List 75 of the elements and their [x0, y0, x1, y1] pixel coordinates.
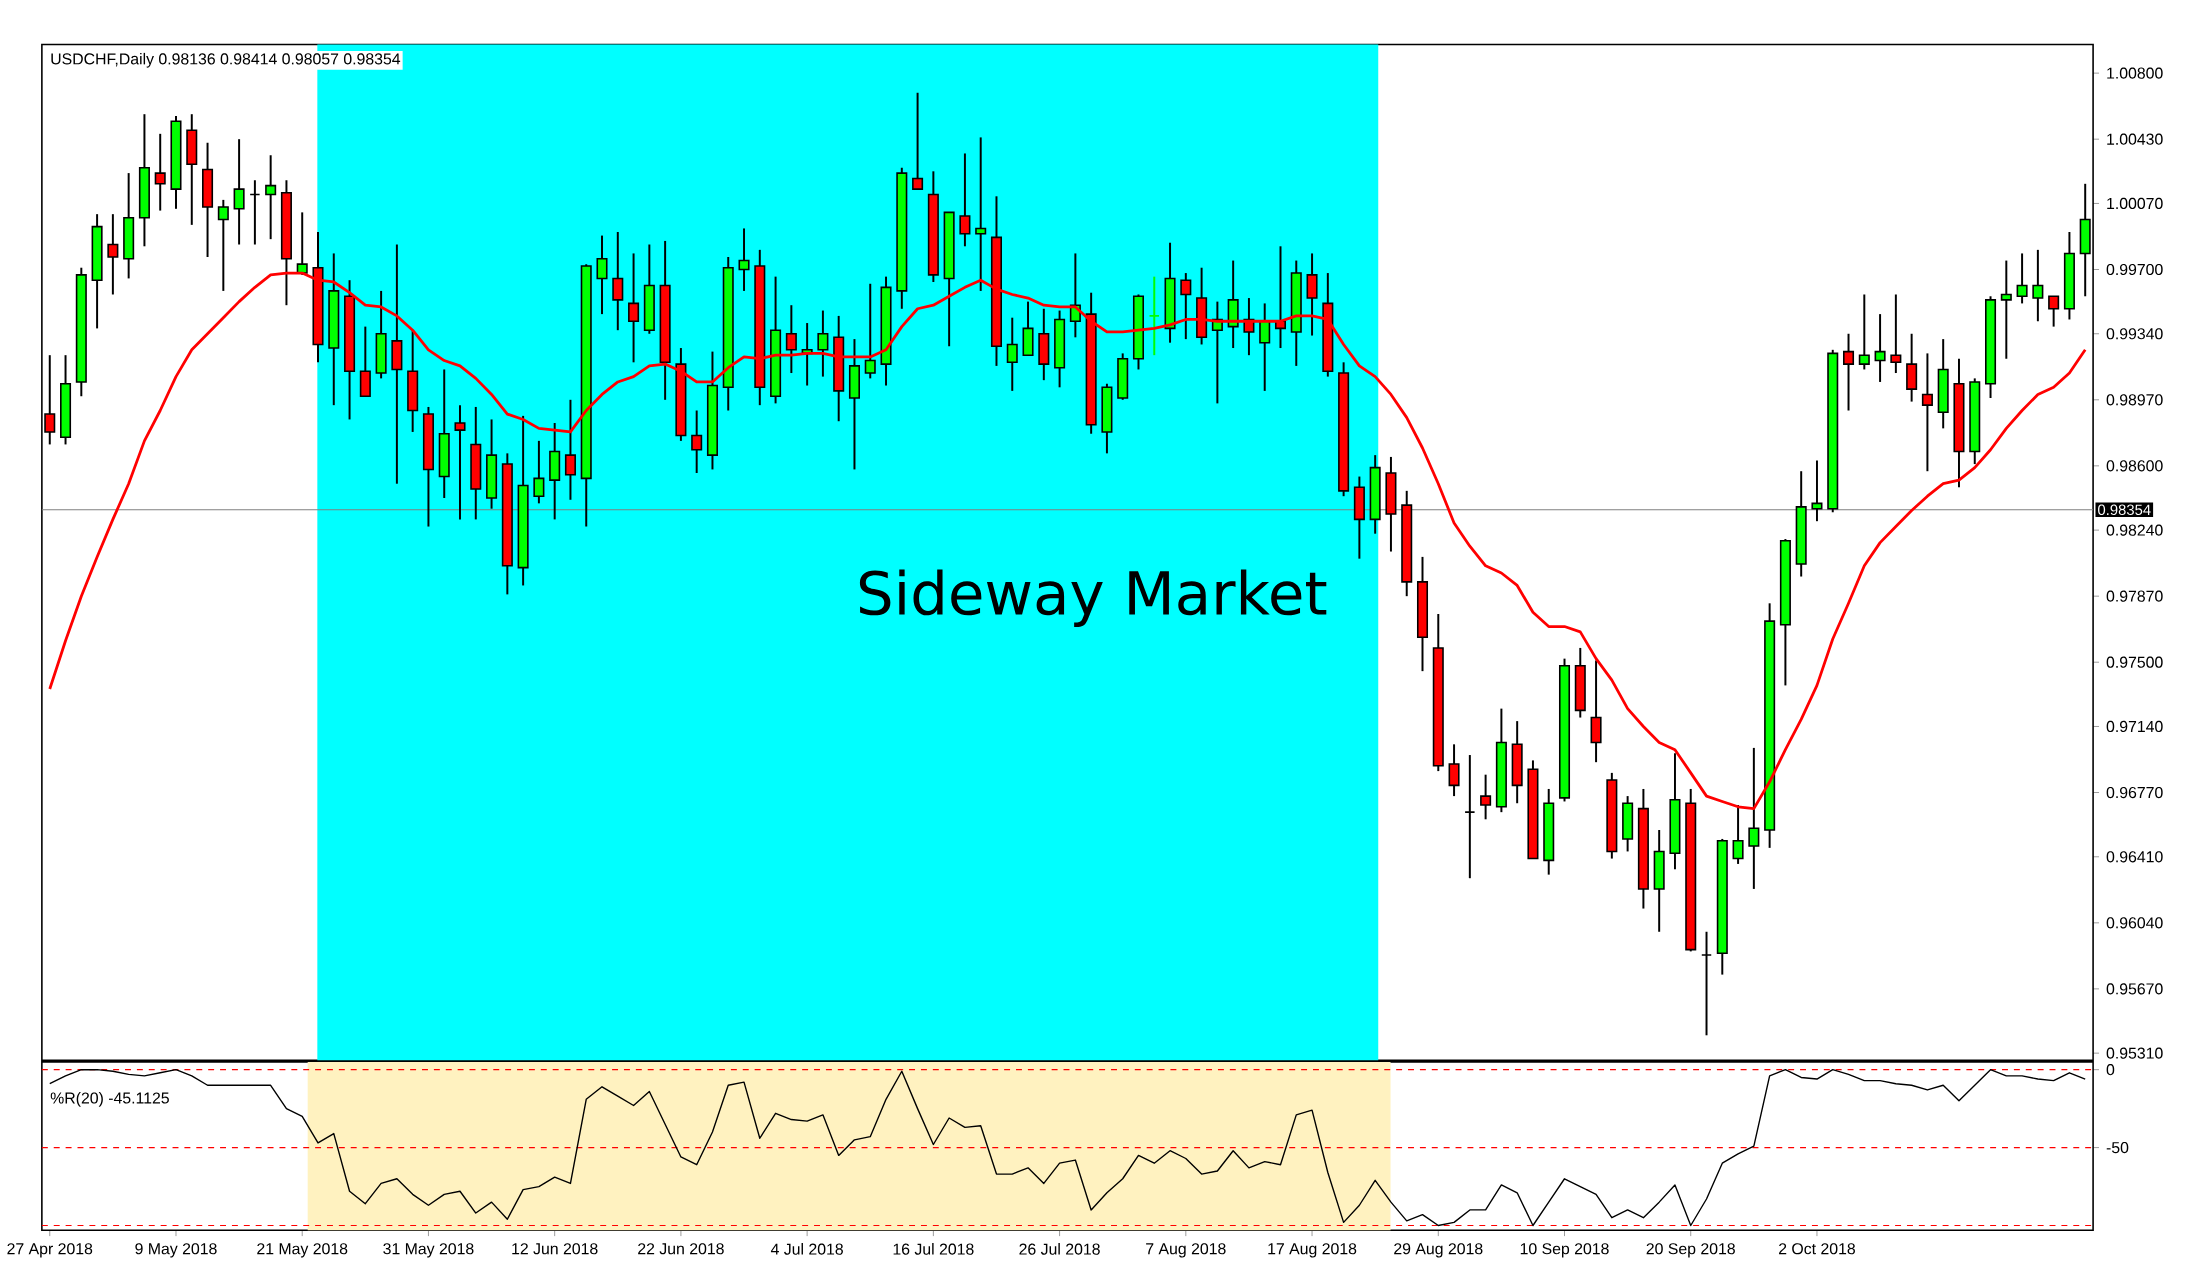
candlestick	[2032, 248, 2044, 323]
x-tick-label: 20 Sep 2018	[1646, 1243, 1735, 1258]
x-tick-label: 21 May 2018	[257, 1243, 348, 1258]
y-tick-label: 0.96410	[2106, 851, 2163, 863]
x-tick-label: 17 Aug 2018	[1268, 1243, 1357, 1258]
x-tick-label: 4 Jul 2018	[770, 1243, 843, 1255]
ref-line-label: 0.98354	[2098, 504, 2151, 515]
candlestick	[454, 404, 466, 521]
candlestick	[2000, 259, 2012, 360]
x-tick-label: 31 May 2018	[383, 1243, 474, 1258]
candlestick	[1006, 316, 1018, 392]
candlestick	[864, 282, 876, 380]
annotation: Sideway Market	[859, 569, 1327, 627]
candlestick	[612, 230, 624, 332]
candlestick	[975, 136, 987, 292]
candlestick	[1448, 743, 1460, 798]
y-tick-label: 0.98600	[2106, 460, 2163, 472]
candlestick	[107, 213, 119, 296]
y-tick-label: 0.96770	[2106, 786, 2163, 799]
candlestick	[44, 354, 56, 446]
candlestick	[233, 138, 245, 246]
y-tick-label: 0.97500	[2106, 656, 2163, 668]
y-tick-label: 0.97870	[2106, 590, 2163, 602]
y-tick-label: 0.98240	[2106, 524, 2163, 536]
candlestick	[1464, 753, 1476, 880]
y-tick-label: 0.99700	[2106, 263, 2163, 276]
candlestick	[296, 211, 308, 276]
candlestick	[1921, 352, 1933, 473]
x-tick-label: 2 Oct 2018	[1779, 1243, 1855, 1255]
candlestick	[959, 152, 971, 248]
y-tick-label: 0	[2106, 1064, 2115, 1076]
candlestick	[596, 234, 608, 316]
x-tick-label: 9 May 2018	[135, 1243, 217, 1258]
candlestick	[691, 409, 703, 474]
candlestick	[249, 179, 261, 246]
candlestick	[1700, 930, 1713, 1037]
chart-title: USDCHF,Daily 0.98136 0.98414 0.98057 0.98354	[51, 52, 401, 68]
candlestick	[533, 439, 545, 505]
candlestick	[1148, 275, 1160, 357]
y-tick-label: 0.95310	[2106, 1047, 2163, 1059]
candlestick	[912, 91, 924, 191]
x-tick-label: 26 Jul 2018	[1019, 1243, 1100, 1255]
x-tick-label: 10 Sep 2018	[1520, 1243, 1609, 1258]
candlestick	[1874, 313, 1886, 383]
candlestick	[628, 252, 640, 364]
candlestick	[1480, 773, 1492, 821]
y-tick-label: 1.00070	[2107, 197, 2163, 209]
candlestick	[1858, 293, 1870, 371]
x-tick-label: 27 Apr 2018	[7, 1243, 93, 1258]
y-tick-label: 0.99340	[2106, 328, 2163, 340]
x-tick-label: 16 Jul 2018	[893, 1243, 974, 1255]
y-tick-label: 0.95670	[2106, 983, 2163, 995]
candlestick	[564, 398, 576, 501]
candlestick	[738, 227, 750, 292]
candlestick	[2048, 295, 2060, 328]
candlestick	[1748, 746, 1760, 890]
x-tick-label: 22 Jun 2018	[638, 1243, 724, 1255]
y-tick-label: 0.97140	[2106, 720, 2163, 733]
candlestick	[817, 309, 829, 378]
candlestick	[785, 304, 797, 374]
candlestick	[2016, 252, 2028, 305]
candlestick	[217, 198, 229, 292]
text: %R(20) -45.1125	[50, 1091, 169, 1107]
y-tick-label: 1.00800	[2107, 67, 2163, 79]
x-tick-label: 7 Aug 2018	[1146, 1243, 1226, 1258]
y-tick-label: -50	[2106, 1141, 2129, 1154]
candlestick	[1843, 332, 1855, 412]
candlestick	[1890, 293, 1902, 374]
y-tick-label: 1.00430	[2107, 133, 2163, 145]
y-tick-label: 0.96040	[2106, 917, 2163, 929]
x-tick-label: 29 Aug 2018	[1394, 1243, 1483, 1258]
y-tick-label: 0.98970	[2106, 394, 2163, 406]
candlestick	[154, 132, 166, 212]
x-tick-label: 12 Jun 2018	[512, 1243, 598, 1255]
candlestick	[265, 154, 277, 241]
